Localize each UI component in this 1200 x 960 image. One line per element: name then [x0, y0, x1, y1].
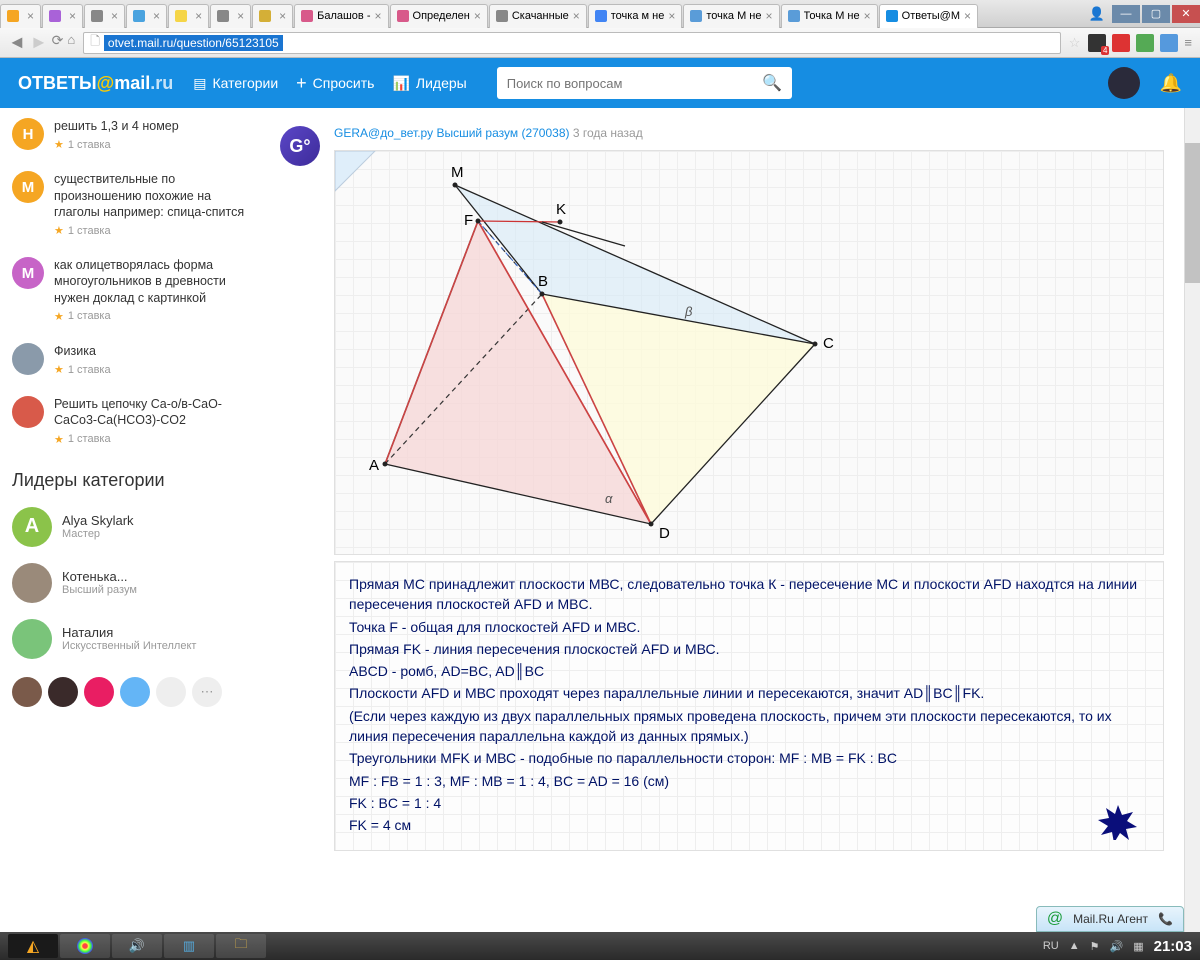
search-input[interactable] [507, 76, 763, 91]
browser-tab[interactable]: × [0, 4, 41, 28]
sidebar-question-item[interactable]: Решить цепочку Ca-o/в-CaO-CaCo3-Ca(HCO3)… [12, 386, 248, 456]
task-item[interactable]: ◭ [8, 934, 58, 958]
site-logo[interactable]: ОТВЕТЫ@mail.ru [18, 73, 173, 94]
answer-meta: GERA@до_вет.ру Высший разум (270038) 3 г… [334, 126, 1164, 140]
task-item[interactable]: ▥ [164, 934, 214, 958]
tray-icon[interactable]: 🔊 [1110, 940, 1124, 953]
reload-button[interactable]: ⟳ [52, 32, 64, 53]
browser-tab[interactable]: Балашов -× [294, 4, 388, 28]
notifications-icon[interactable]: 🔔 [1160, 73, 1182, 94]
user-icon[interactable]: 👤 [1084, 5, 1110, 23]
tray-icon[interactable]: ⚑ [1090, 940, 1100, 953]
leader-item[interactable]: НаталияИскусственный Интеллект [12, 611, 248, 667]
browser-tab[interactable]: Скачанные× [489, 4, 587, 28]
site-header: ОТВЕТЫ@mail.ru ▤Категории +Спросить 📊Лид… [0, 58, 1200, 108]
browser-tab[interactable]: Точка М не× [781, 4, 878, 28]
browser-tab[interactable]: × [168, 4, 209, 28]
sidebar: Нрешить 1,3 и 4 номер★1 ставкаМсуществит… [0, 108, 260, 932]
tray-icon[interactable]: ▲ [1069, 940, 1080, 952]
mini-avatar[interactable] [48, 677, 78, 707]
nav-leaders[interactable]: 📊Лидеры [392, 75, 466, 92]
answer-author[interactable]: GERA@до_вет.ру [334, 126, 433, 140]
user-avatar[interactable] [1108, 67, 1140, 99]
browser-tab-strip: ×××××××Балашов -×Определен×Скачанные×точ… [0, 0, 1200, 28]
agent-label: Mail.Ru Агент [1073, 912, 1148, 926]
maximize-button[interactable]: ▢ [1142, 5, 1170, 23]
sidebar-question-item[interactable]: Мкак олицетворялась форма многоугольнико… [12, 247, 248, 333]
browser-tab[interactable]: Ответы@М× [879, 4, 978, 28]
phone-icon[interactable]: 📞 [1158, 912, 1173, 926]
ext-icon[interactable]: 4 [1088, 34, 1106, 52]
geometry-diagram: M F K B C A Dα β [334, 150, 1164, 555]
svg-text:D: D [659, 525, 670, 542]
mini-avatar[interactable] [156, 677, 186, 707]
svg-text:K: K [556, 201, 566, 218]
sidebar-question-item[interactable]: Мсуществительные по произношению похожие… [12, 161, 248, 247]
answerer-avatar[interactable]: G° [280, 126, 320, 166]
ext-icon[interactable] [1160, 34, 1178, 52]
ext-icon[interactable] [1112, 34, 1130, 52]
browser-tab[interactable]: точка М не× [683, 4, 779, 28]
leader-item[interactable]: AAlya SkylarkМастер [12, 499, 248, 555]
scrollbar[interactable] [1184, 108, 1200, 932]
answer-rank: Высший разум (270038) [436, 126, 569, 140]
window-controls: 👤 — ▢ ✕ [1084, 5, 1200, 23]
task-item[interactable] [60, 934, 110, 958]
mini-avatar[interactable] [84, 677, 114, 707]
tray-icon[interactable]: ▦ [1133, 940, 1143, 953]
home-button[interactable]: ⌂ [67, 32, 75, 53]
back-button[interactable]: ◄ [8, 32, 26, 53]
task-item[interactable]: 🗀 [216, 934, 266, 958]
taskbar: ◭ 🔊 ▥ 🗀 RU ▲ ⚑ 🔊 ▦ 21:03 [0, 932, 1200, 960]
svg-text:α: α [605, 491, 613, 506]
svg-text:β: β [684, 304, 693, 319]
mini-avatar-row: ⋯ [12, 667, 248, 717]
url-text: otvet.mail.ru/question/65123105 [104, 35, 283, 51]
svg-text:A: A [369, 457, 379, 474]
task-item[interactable]: 🔊 [112, 934, 162, 958]
mini-avatar[interactable] [12, 677, 42, 707]
lang-indicator[interactable]: RU [1043, 940, 1059, 952]
nav-categories[interactable]: ▤Категории [193, 75, 278, 92]
answer-time: 3 года назад [573, 126, 643, 140]
search-box[interactable]: 🔍 [497, 67, 792, 99]
agent-icon: @ [1047, 910, 1063, 928]
svg-text:F: F [464, 212, 473, 229]
nav-ask[interactable]: +Спросить [296, 73, 374, 94]
extension-icons: 4 ≡ [1088, 34, 1192, 52]
browser-tab[interactable]: × [84, 4, 125, 28]
browser-tab[interactable]: × [210, 4, 251, 28]
leaders-heading: Лидеры категории [12, 456, 248, 499]
mini-avatar[interactable]: ⋯ [192, 677, 222, 707]
svg-text:M: M [451, 164, 464, 181]
sidebar-question-item[interactable]: Нрешить 1,3 и 4 номер★1 ставка [12, 108, 248, 161]
url-bar[interactable]: 🗋 otvet.mail.ru/question/65123105 [83, 32, 1061, 54]
search-icon[interactable]: 🔍 [762, 73, 782, 93]
clock[interactable]: 21:03 [1154, 938, 1192, 955]
mailru-agent-bar[interactable]: @ Mail.Ru Агент 📞 [1036, 906, 1184, 932]
svg-text:C: C [823, 335, 834, 352]
minimize-button[interactable]: — [1112, 5, 1140, 23]
mini-avatar[interactable] [120, 677, 150, 707]
main-content: G° GERA@до_вет.ру Высший разум (270038) … [260, 108, 1184, 932]
answer-block: G° GERA@до_вет.ру Высший разум (270038) … [280, 108, 1164, 869]
ext-icon[interactable] [1136, 34, 1154, 52]
close-button[interactable]: ✕ [1172, 5, 1200, 23]
browser-tab[interactable]: Определен× [390, 4, 488, 28]
browser-tab[interactable]: × [42, 4, 83, 28]
solution-text: Прямая МС принадлежит плоскости МВС, сле… [334, 561, 1164, 851]
forward-button[interactable]: ► [30, 32, 48, 53]
browser-nav-bar: ◄ ► ⟳ ⌂ 🗋 otvet.mail.ru/question/6512310… [0, 28, 1200, 58]
sidebar-question-item[interactable]: Физика★1 ставка [12, 333, 248, 386]
browser-tab[interactable]: × [252, 4, 293, 28]
leader-item[interactable]: Котенька...Высший разум [12, 555, 248, 611]
ink-splat-icon [1093, 800, 1143, 840]
browser-tab[interactable]: точка м не× [588, 4, 683, 28]
menu-icon[interactable]: ≡ [1184, 35, 1192, 50]
browser-tab[interactable]: × [126, 4, 167, 28]
svg-text:B: B [538, 273, 548, 290]
system-tray: RU ▲ ⚑ 🔊 ▦ 21:03 [1043, 938, 1192, 955]
